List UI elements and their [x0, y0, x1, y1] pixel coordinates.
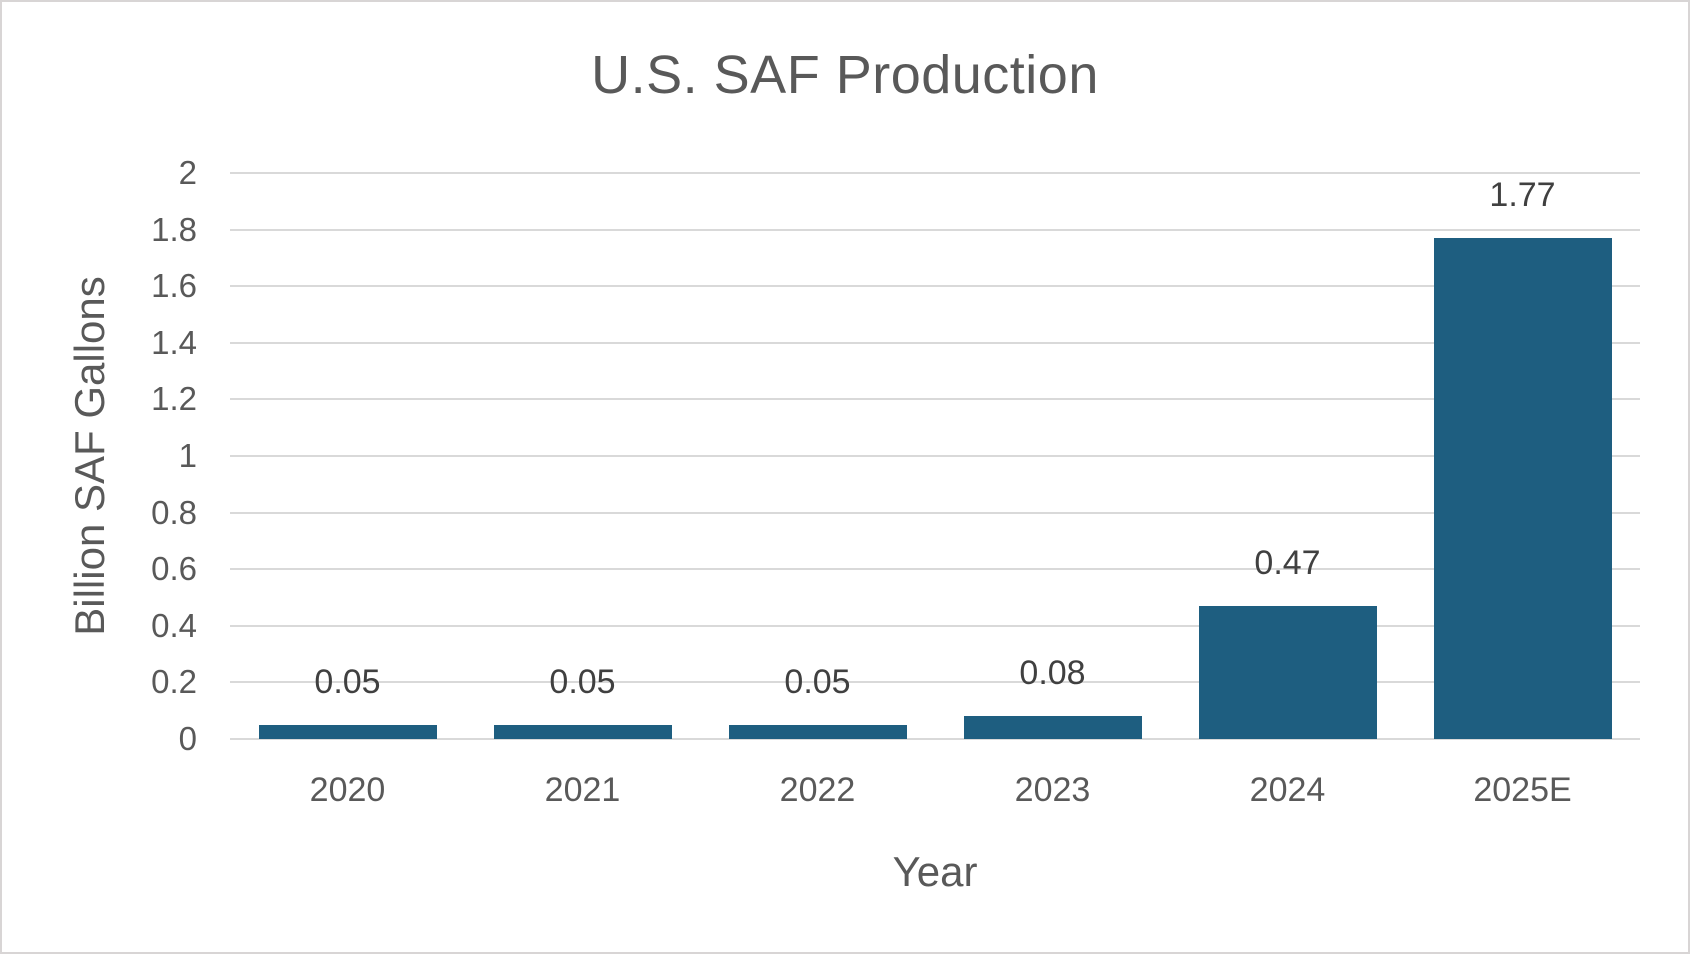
x-tick-label-2020: 2020 [309, 771, 386, 809]
y-tick-label: 1 [178, 437, 197, 474]
data-label-2023: 0.08 [1019, 654, 1086, 693]
y-tick-label: 1.4 [151, 323, 197, 361]
bar-2020 [258, 724, 437, 739]
gridline [230, 681, 1640, 684]
plot-area [230, 172, 1640, 740]
x-tick-label-2023: 2023 [1014, 771, 1091, 809]
gridline [230, 285, 1640, 288]
bar-2023 [963, 716, 1142, 739]
gridline [230, 455, 1640, 457]
gridline [230, 228, 1640, 231]
y-tick-label: 2 [178, 154, 197, 191]
y-tick-label: 0.6 [151, 550, 197, 588]
data-label-2022: 0.05 [784, 662, 851, 701]
y-tick-label: 0 [178, 720, 197, 757]
y-tick-label: 0.2 [151, 663, 197, 701]
data-label-2021: 0.05 [549, 662, 616, 701]
y-tick-label: 1.8 [151, 210, 197, 248]
bar-2024 [1198, 605, 1377, 739]
y-tick-label: 1.6 [151, 267, 197, 305]
chart-title: U.S. SAF Production [591, 45, 1099, 105]
x-tick-label-2022: 2022 [779, 771, 856, 809]
gridline [230, 398, 1640, 401]
x-tick-label-2021: 2021 [544, 771, 621, 809]
gridline [230, 624, 1640, 627]
data-label-2024: 0.47 [1254, 543, 1321, 582]
y-tick-label: 0.4 [151, 606, 197, 644]
data-label-2020: 0.05 [314, 662, 381, 701]
data-label-2025E: 1.77 [1489, 176, 1556, 215]
y-tick-label: 0.8 [151, 493, 197, 531]
bar-2022 [728, 724, 907, 739]
x-axis-title: Year [892, 848, 978, 895]
gridline [230, 172, 1640, 174]
gridline [230, 568, 1640, 571]
bar-2021 [493, 724, 672, 739]
x-axis-line [230, 738, 1640, 740]
gridline [230, 341, 1640, 344]
x-tick-label-2025E: 2025E [1473, 771, 1572, 809]
x-tick-label-2024: 2024 [1249, 771, 1326, 809]
gridline [230, 511, 1640, 514]
y-tick-label: 1.2 [151, 380, 197, 418]
bar-2025E [1433, 238, 1612, 739]
